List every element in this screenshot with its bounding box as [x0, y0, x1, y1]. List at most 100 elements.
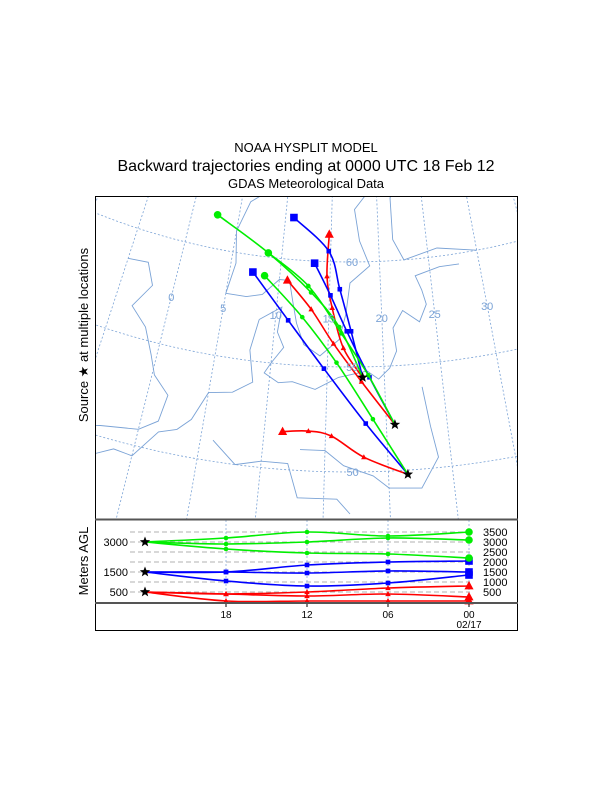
- latitude-label: 55: [346, 362, 358, 374]
- height-marker: [385, 585, 391, 591]
- latitude-label: 50: [346, 467, 358, 479]
- height-marker: [385, 598, 391, 604]
- longitude-line: [0, 0, 186, 568]
- longitude-line: [186, 197, 243, 519]
- map-side-label: Source ★ at multiple locations: [76, 247, 91, 422]
- source-star-icon: [139, 586, 151, 597]
- height-marker: [464, 581, 474, 590]
- trajectory-marker: [328, 293, 333, 298]
- longitude-label: 10: [270, 310, 282, 322]
- plot-frame: [95, 196, 518, 631]
- trajectory-marker: [365, 372, 371, 378]
- trajectory-line: [286, 279, 396, 426]
- height-marker: [385, 559, 391, 565]
- time-tick-label: 00: [463, 610, 475, 621]
- latitude-line: [110, 0, 566, 52]
- trajectory-marker: [278, 426, 288, 435]
- right-height-label: 3000: [483, 537, 507, 549]
- coastline: [225, 197, 260, 294]
- time-tick-label: 18: [220, 610, 232, 621]
- trajectory-marker: [324, 273, 330, 279]
- source-star-icon: [357, 371, 368, 382]
- longitude-label: 20: [376, 313, 388, 325]
- longitude-label: 30: [481, 301, 493, 313]
- longitude-line: [96, 197, 99, 203]
- height-marker: [465, 528, 473, 536]
- trajectory-marker: [305, 428, 312, 434]
- trajectory-marker: [213, 211, 222, 219]
- chart-subtitle: Backward trajectories ending at 0000 UTC…: [117, 158, 494, 175]
- longitude-line: [494, 0, 612, 594]
- longitude-label: 25: [429, 309, 441, 321]
- longitude-line: [376, 197, 391, 519]
- height-marker: [465, 536, 473, 544]
- latitude-label: 60: [346, 257, 358, 269]
- height-marker: [304, 593, 310, 599]
- longitude-label: 5: [220, 303, 226, 315]
- height-marker: [223, 598, 229, 604]
- trajectory-marker: [344, 328, 350, 334]
- coastlines: [96, 197, 477, 515]
- data-source-label: GDAS Meteorological Data: [228, 176, 385, 191]
- coastline: [212, 439, 351, 515]
- height-marker: [465, 554, 473, 562]
- trajectory-marker: [363, 421, 369, 426]
- trajectory-marker: [329, 304, 335, 311]
- height-marker: [223, 569, 229, 575]
- height-marker: [385, 551, 391, 557]
- trajectory-marker: [310, 259, 319, 267]
- height-marker: [385, 568, 391, 574]
- date-label: 02/17: [456, 620, 481, 631]
- right-height-label: 2000: [483, 557, 507, 569]
- time-tick-label: 06: [382, 610, 394, 621]
- height-marker: [223, 541, 229, 547]
- trajectory-marker: [370, 416, 376, 422]
- trajectory-marker: [249, 268, 257, 276]
- longitude-label: 15: [323, 313, 335, 325]
- coastline: [96, 319, 260, 457]
- height-labels: 3500300025002000150010005003000150050018…: [104, 527, 508, 631]
- height-marker: [304, 550, 310, 556]
- height-marker: [223, 578, 229, 584]
- trajectory-marker: [348, 328, 354, 334]
- height-marker: [304, 598, 310, 604]
- right-height-label: 500: [483, 587, 501, 599]
- height-marker: [304, 562, 310, 568]
- trajectory-marker: [340, 345, 347, 351]
- left-height-label: 500: [110, 587, 128, 599]
- map-panel: [0, 0, 612, 594]
- source-star-icon: [402, 468, 414, 479]
- trajectory-marker: [299, 314, 305, 320]
- trajectory-marker: [326, 248, 332, 254]
- trajectory-marker: [260, 271, 269, 280]
- height-marker: [223, 546, 229, 552]
- chart-title: NOAA HYSPLIT MODEL: [234, 140, 378, 155]
- right-height-label: 2500: [483, 547, 507, 559]
- height-marker: [385, 591, 391, 597]
- trajectory-marker: [334, 360, 339, 365]
- trajectory-marker: [306, 283, 311, 289]
- source-star-icon: [139, 566, 151, 577]
- longitude-line: [420, 197, 459, 519]
- trajectory-marker: [361, 454, 367, 460]
- trajectory-marker: [290, 213, 298, 222]
- right-height-label: 1000: [483, 577, 507, 589]
- right-height-label: 1500: [483, 567, 507, 579]
- trajectory-marker: [285, 318, 291, 323]
- height-marker: [223, 591, 229, 597]
- height-marker: [385, 580, 391, 586]
- map-grid: [0, 0, 612, 594]
- height-marker: [465, 571, 473, 579]
- left-height-label: 1500: [104, 567, 128, 579]
- height-marker: [304, 570, 310, 576]
- source-star-icon: [139, 536, 151, 547]
- trajectory-marker: [337, 286, 343, 292]
- latitude-line: [96, 434, 517, 473]
- coastline: [299, 386, 439, 489]
- height-marker: [304, 583, 310, 589]
- coastline: [96, 257, 169, 430]
- trajectory-marker: [282, 275, 292, 284]
- left-height-label: 3000: [104, 537, 128, 549]
- right-height-label: 3500: [483, 527, 507, 539]
